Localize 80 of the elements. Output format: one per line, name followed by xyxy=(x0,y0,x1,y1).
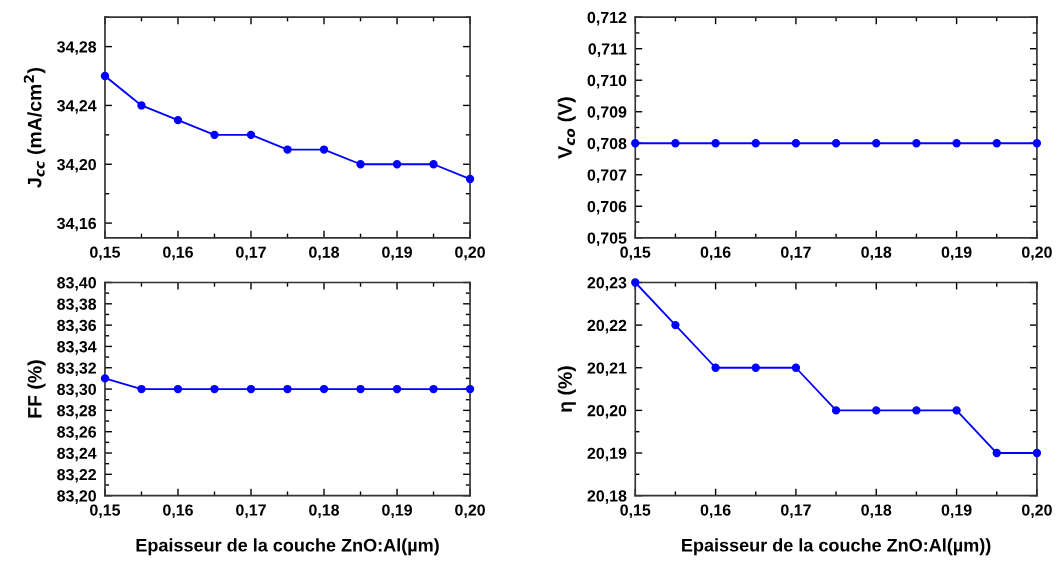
point xyxy=(246,130,256,140)
y-tick-label: 83,30 xyxy=(57,383,96,398)
y-tick-label: 83,36 xyxy=(57,319,97,334)
x-tick-label: 0,20 xyxy=(1022,504,1052,519)
point xyxy=(392,160,402,169)
y-tick-label: 20,21 xyxy=(587,362,627,377)
x-tick-label: 0,17 xyxy=(781,504,811,519)
y-tick-label: 34,16 xyxy=(57,217,97,232)
y-tick-label: 0,707 xyxy=(587,169,627,184)
point xyxy=(831,406,841,415)
x-tick-label: 0,19 xyxy=(382,504,412,519)
x-tick-label: 0,18 xyxy=(309,504,340,519)
y-tick-label: 20,18 xyxy=(587,490,627,504)
y-tick-label: 83,38 xyxy=(57,298,97,313)
x-tick-label: 0,16 xyxy=(700,504,731,519)
y-axis-title: η (%) xyxy=(557,366,576,412)
point xyxy=(872,406,881,415)
x-tick-label: 0,16 xyxy=(163,504,193,519)
x-tick-label: 0,19 xyxy=(382,246,412,261)
x-tick-label: 0,19 xyxy=(941,504,972,519)
x-tick-label: 0,20 xyxy=(455,246,485,261)
x-axis-title: Epaisseur de la couche ZnO:Al(µm)) xyxy=(682,538,991,556)
y-tick-label: 20,23 xyxy=(587,277,627,291)
y-tick-label: 34,28 xyxy=(57,41,97,55)
y-tick-label: 0,710 xyxy=(587,74,627,89)
y-tick-label: 83,26 xyxy=(57,426,97,440)
point xyxy=(173,115,183,125)
point xyxy=(952,406,961,415)
point xyxy=(465,174,475,184)
point xyxy=(791,363,801,372)
x-tick-label: 0,16 xyxy=(700,246,731,261)
point xyxy=(210,130,219,140)
y-tick-label: 0,711 xyxy=(588,43,627,57)
point xyxy=(1032,448,1042,458)
y-tick-label: 20,22 xyxy=(587,319,627,334)
y-tick-label: 83,28 xyxy=(57,405,97,419)
point xyxy=(100,71,110,81)
y-axis-title: FF (%) xyxy=(27,360,46,418)
point xyxy=(912,406,921,415)
y-tick-label: 83,32 xyxy=(57,362,96,377)
x-tick-label: 0,20 xyxy=(455,504,485,519)
y-tick-label: 20,19 xyxy=(587,447,627,462)
point xyxy=(319,145,329,154)
y-tick-label: 83,40 xyxy=(57,277,96,291)
y-axis-title: V$_{co}$ (V) xyxy=(557,97,576,159)
x-tick-label: 0,15 xyxy=(620,504,651,519)
x-axis-title: Epaisseur de la couche ZnO:Al(µm) xyxy=(136,538,439,556)
point xyxy=(671,320,680,330)
x-tick-label: 0,15 xyxy=(90,504,121,519)
x-tick-label: 0,18 xyxy=(309,246,340,261)
point xyxy=(137,101,146,110)
point xyxy=(992,448,1001,458)
y-tick-label: 83,20 xyxy=(57,490,96,504)
y-tick-label: 20,20 xyxy=(587,405,627,419)
point xyxy=(356,160,365,169)
x-tick-label: 0,17 xyxy=(781,246,811,261)
y-tick-label: 0,705 xyxy=(587,232,627,247)
x-tick-label: 0,19 xyxy=(941,246,972,261)
point xyxy=(751,363,760,372)
x-tick-label: 0,15 xyxy=(620,246,651,261)
y-tick-label: 83,22 xyxy=(57,468,96,483)
point xyxy=(711,363,720,372)
x-tick-label: 0,17 xyxy=(236,246,266,261)
point xyxy=(429,160,438,169)
point xyxy=(283,145,292,154)
y-tick-label: 83,34 xyxy=(57,341,97,355)
x-tick-label: 0,15 xyxy=(90,246,121,261)
y-tick-label: 34,24 xyxy=(57,100,97,114)
x-tick-label: 0,20 xyxy=(1022,246,1052,261)
x-tick-label: 0,16 xyxy=(163,246,193,261)
x-tick-label: 0,17 xyxy=(236,504,266,519)
y-tick-label: 0,706 xyxy=(587,200,627,215)
y-tick-label: 0,712 xyxy=(587,11,627,26)
y-tick-label: 0,709 xyxy=(587,106,627,120)
y-tick-label: 83,24 xyxy=(57,447,97,462)
x-tick-label: 0,18 xyxy=(861,246,892,261)
x-tick-label: 0,18 xyxy=(861,504,892,519)
y-tick-label: 34,20 xyxy=(57,158,96,173)
y-axis-title: J$_{cc}$ (mA/cm$^{2}$) xyxy=(23,67,46,188)
y-tick-label: 0,708 xyxy=(587,137,627,152)
